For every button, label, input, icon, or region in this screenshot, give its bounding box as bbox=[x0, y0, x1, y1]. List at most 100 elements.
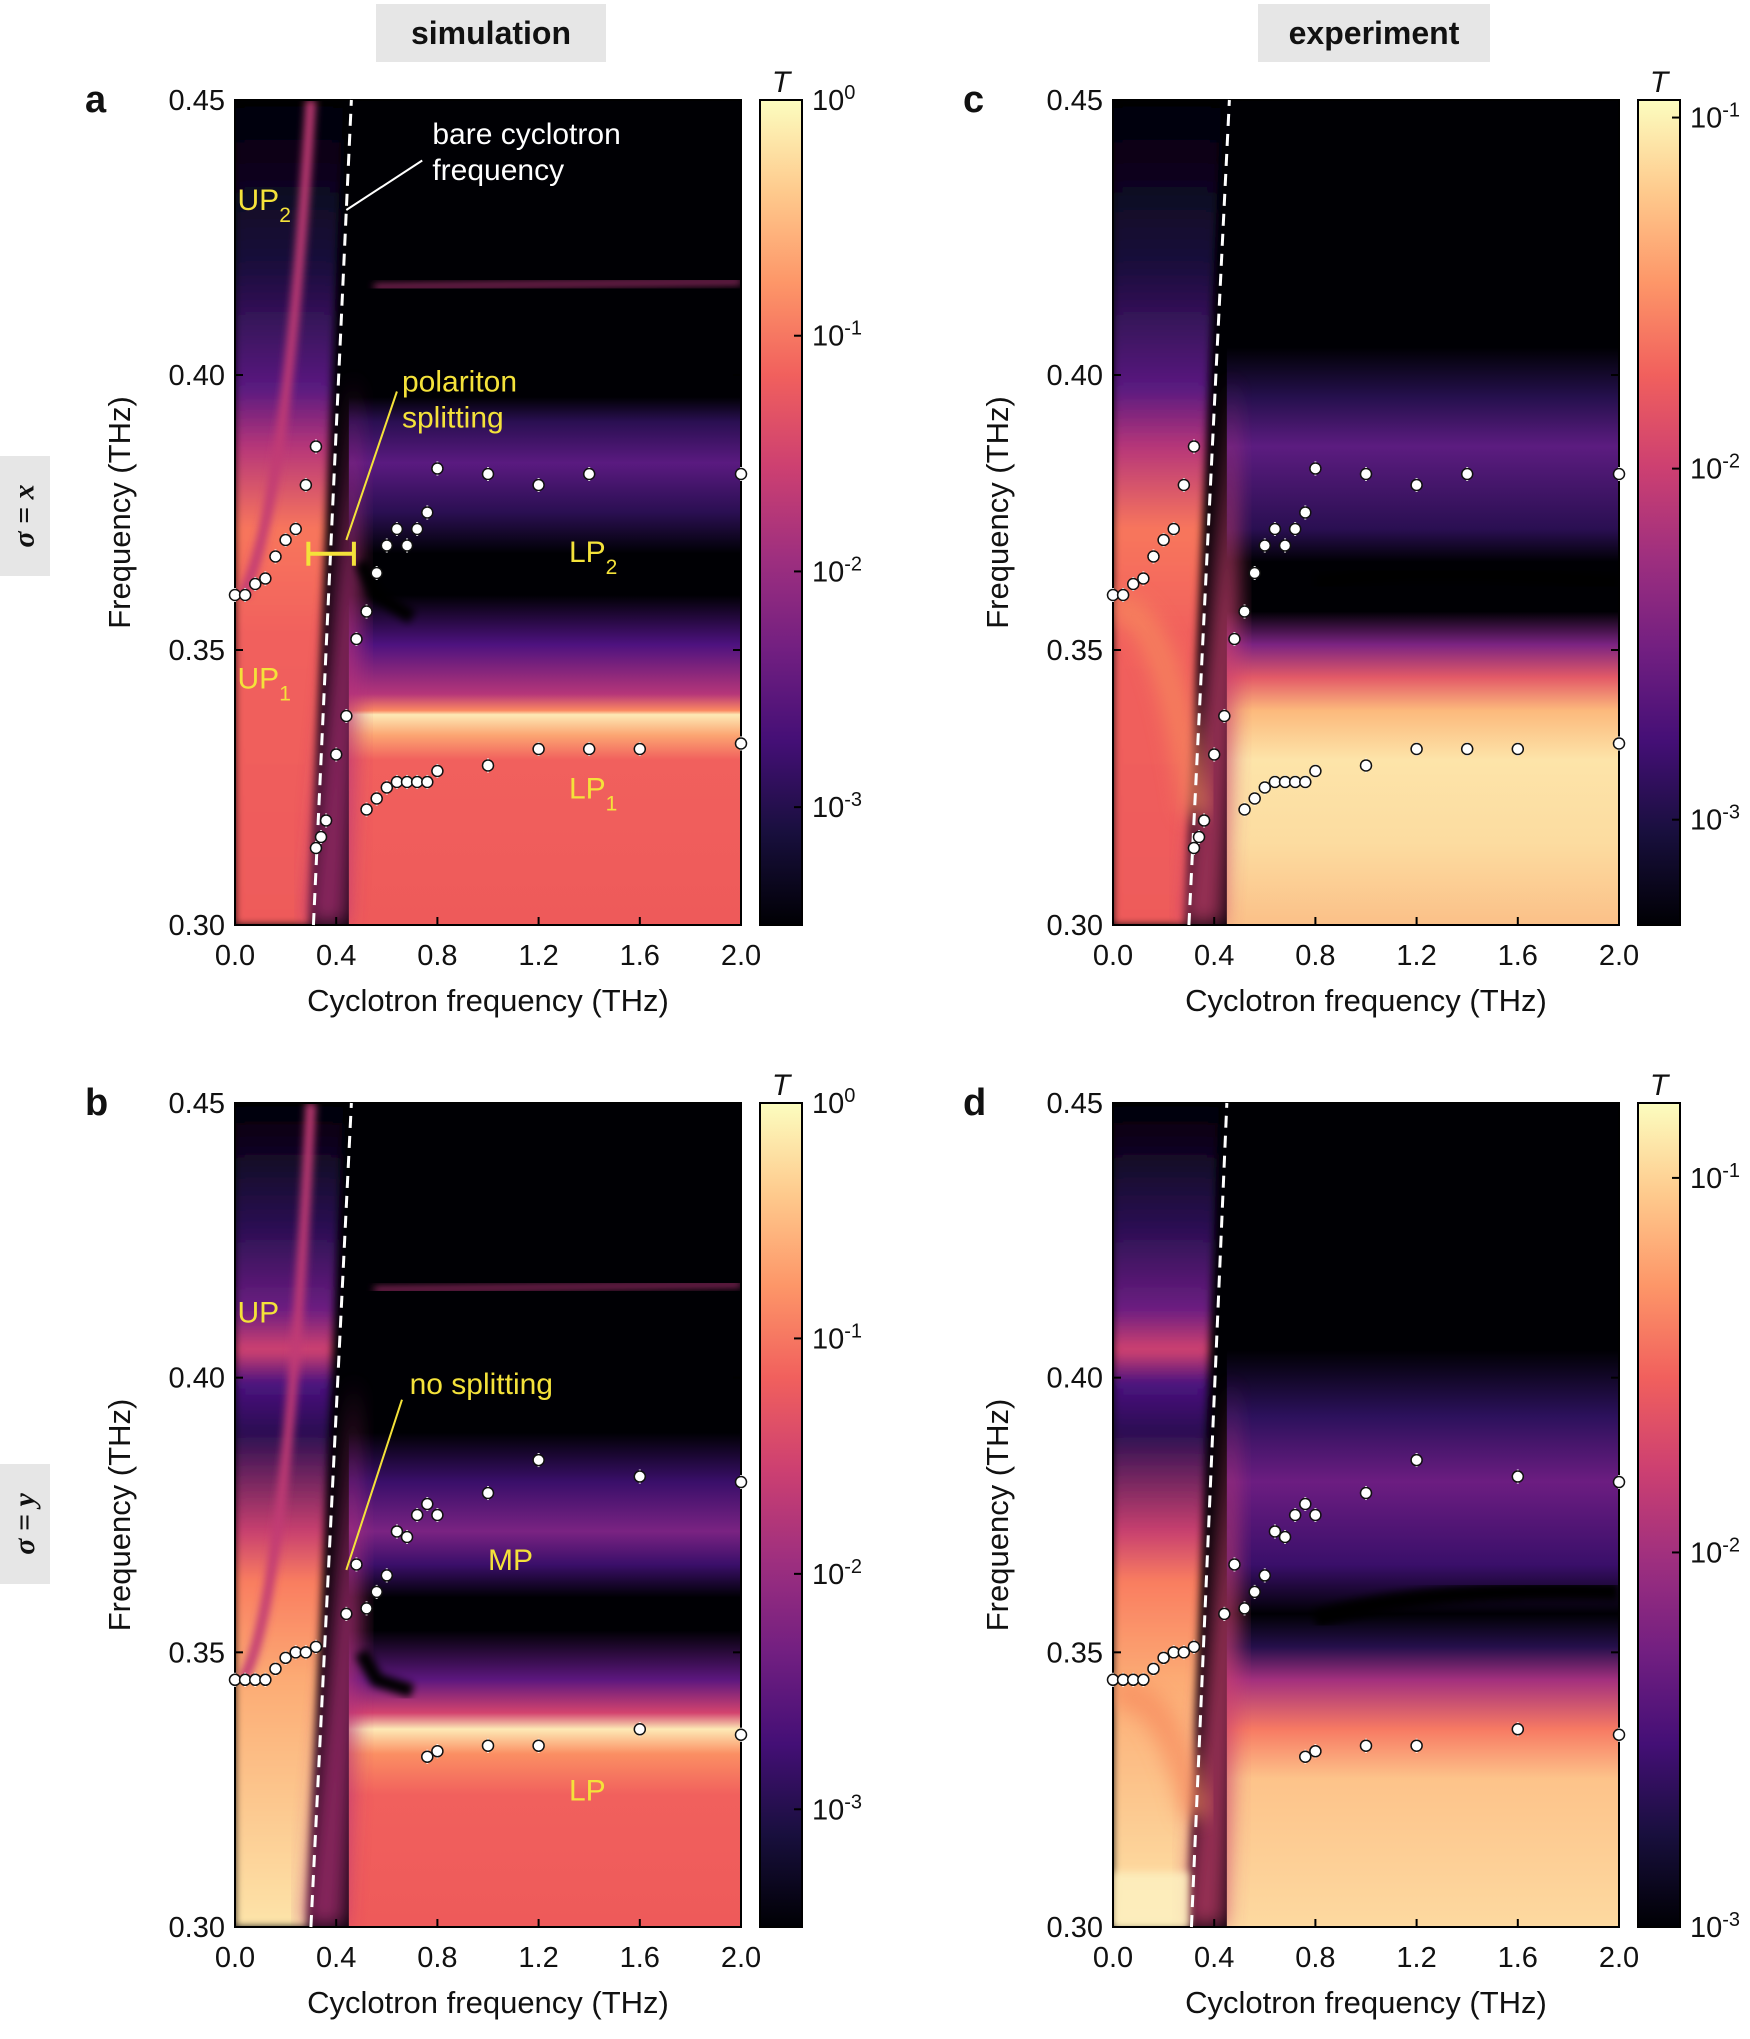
x-tick-label: 1.2 bbox=[518, 1942, 558, 1974]
data-point-marker bbox=[1248, 792, 1261, 805]
colorbar-tick-label: 10-1 bbox=[1690, 1160, 1740, 1195]
data-point bbox=[1106, 588, 1120, 602]
data-point-marker bbox=[1278, 1530, 1292, 1544]
data-point bbox=[248, 1672, 262, 1687]
x-tick-label: 0.4 bbox=[1194, 1942, 1234, 1974]
data-point bbox=[390, 775, 404, 789]
colorbar-tick-exponent: 0 bbox=[844, 82, 855, 104]
data-point-marker bbox=[279, 533, 292, 547]
data-point-marker bbox=[1612, 1475, 1626, 1489]
colorbar-tick-label: 10-2 bbox=[812, 553, 862, 588]
data-point bbox=[1299, 775, 1312, 789]
data-point bbox=[431, 461, 444, 476]
data-point bbox=[1218, 1606, 1231, 1621]
data-point-marker bbox=[1157, 533, 1170, 547]
data-point bbox=[1248, 1584, 1261, 1599]
data-point-marker bbox=[633, 742, 647, 756]
data-point bbox=[309, 841, 323, 855]
data-point-marker bbox=[360, 1602, 373, 1615]
data-point-marker bbox=[734, 1728, 748, 1741]
heatmap-left-region bbox=[235, 1103, 344, 1927]
left-bright-branch bbox=[1113, 596, 1211, 818]
data-point-marker bbox=[1248, 1585, 1261, 1599]
y-tick-label: 0.40 bbox=[1047, 360, 1103, 392]
data-point-marker bbox=[370, 792, 383, 805]
colorbar bbox=[759, 1102, 803, 1928]
data-point bbox=[410, 522, 424, 536]
colorbar-tick-label: 10-2 bbox=[812, 1556, 862, 1591]
data-point bbox=[1268, 522, 1282, 536]
colorbar bbox=[1637, 1102, 1681, 1928]
panel-letter: b bbox=[85, 1082, 108, 1124]
data-point-marker bbox=[734, 1475, 748, 1489]
data-point bbox=[582, 467, 596, 481]
data-point-marker bbox=[1511, 1470, 1525, 1483]
annotation-text: no splitting bbox=[410, 1368, 553, 1401]
annotation-subscript: 1 bbox=[279, 682, 291, 705]
data-point-marker bbox=[1309, 1508, 1322, 1522]
data-point bbox=[314, 830, 328, 844]
data-point-marker bbox=[431, 1744, 444, 1758]
weak-mode-streak bbox=[374, 279, 741, 290]
heatmap-left-region bbox=[1113, 1103, 1219, 1927]
data-point bbox=[380, 538, 394, 553]
data-point bbox=[259, 571, 272, 586]
heatmap-field bbox=[348, 100, 741, 925]
annotation-subscript: 2 bbox=[279, 204, 291, 227]
data-point-marker bbox=[421, 1497, 434, 1511]
data-point bbox=[279, 533, 292, 547]
data-point-marker bbox=[1299, 506, 1312, 519]
data-point bbox=[1410, 478, 1423, 492]
data-point bbox=[532, 1738, 545, 1753]
colorbar-tick-exponent: -3 bbox=[1722, 1909, 1740, 1931]
colorbar-tick-label: 10-1 bbox=[1690, 100, 1740, 135]
data-point-marker bbox=[1612, 1728, 1626, 1741]
data-point bbox=[329, 747, 343, 762]
heatmap-field bbox=[1226, 1103, 1619, 1927]
data-point-marker bbox=[329, 748, 343, 761]
data-point bbox=[532, 1453, 545, 1468]
data-point bbox=[269, 1661, 282, 1676]
data-point bbox=[431, 764, 444, 778]
data-point-marker bbox=[734, 467, 748, 481]
dark-notch bbox=[355, 1648, 415, 1698]
heatmap-left-region bbox=[235, 100, 344, 925]
data-point-marker bbox=[1359, 1486, 1373, 1500]
data-point-marker bbox=[370, 1585, 383, 1599]
data-point bbox=[299, 478, 313, 492]
annotation-subscript: 2 bbox=[606, 556, 618, 579]
data-point-marker bbox=[1410, 1453, 1423, 1467]
colorbar-tick-label: 10-3 bbox=[812, 1791, 862, 1826]
data-point bbox=[1248, 791, 1261, 806]
panel-letter: c bbox=[963, 79, 984, 121]
x-tick-label: 1.6 bbox=[620, 1942, 660, 1974]
data-point-marker bbox=[481, 467, 495, 481]
bare-cyclotron-line bbox=[311, 99, 353, 926]
colorbar-label: T bbox=[1650, 66, 1671, 99]
y-axis-label: Frequency (THz) bbox=[980, 1399, 1015, 1632]
data-point-marker bbox=[481, 759, 495, 772]
data-point-marker bbox=[1177, 478, 1191, 492]
data-point-marker bbox=[734, 737, 748, 750]
data-point-marker bbox=[1238, 605, 1251, 618]
data-point bbox=[1228, 632, 1241, 646]
data-point-marker bbox=[1106, 588, 1120, 602]
data-point-marker bbox=[1228, 1558, 1241, 1571]
colorbar-tick-exponent: -2 bbox=[1722, 1534, 1740, 1556]
data-point bbox=[421, 775, 434, 789]
x-tick-label: 0.8 bbox=[1295, 1942, 1335, 1974]
x-tick-label: 1.6 bbox=[1498, 1942, 1538, 1974]
data-point bbox=[1299, 505, 1312, 520]
data-point-marker bbox=[1218, 709, 1231, 723]
data-point-marker bbox=[1137, 572, 1150, 585]
data-point bbox=[421, 1497, 434, 1512]
colorbar-tick-exponent: -1 bbox=[1722, 1160, 1740, 1182]
annotation-leader bbox=[345, 391, 398, 541]
colorbar-tick-exponent: -3 bbox=[1722, 802, 1740, 824]
data-point bbox=[309, 439, 323, 454]
data-point-marker bbox=[1167, 522, 1180, 536]
data-point-marker bbox=[279, 1651, 292, 1665]
data-point-marker bbox=[582, 742, 596, 756]
data-point-marker bbox=[1268, 522, 1282, 536]
data-point-marker bbox=[228, 588, 242, 602]
